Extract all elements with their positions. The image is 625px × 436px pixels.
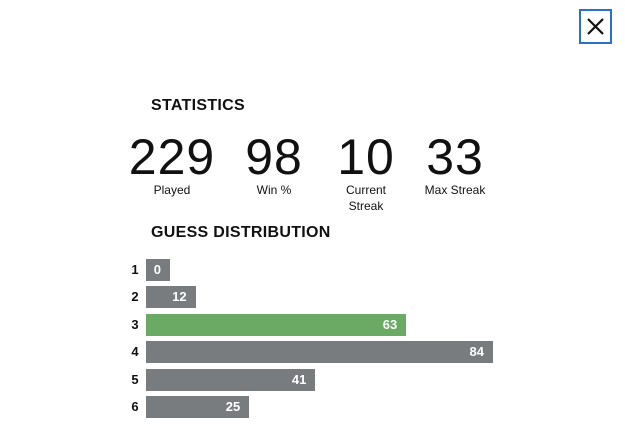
distribution-bar: 41: [146, 368, 316, 391]
stat-label: Win %: [256, 183, 292, 197]
stat-value: 98: [245, 129, 303, 185]
distribution-bar: 12: [146, 286, 196, 309]
stat-label: Current Streak: [345, 183, 386, 213]
stat: 229 Played: [127, 132, 217, 198]
stat: 10 Current Streak: [321, 132, 411, 214]
distribution-bar: 0: [146, 259, 170, 281]
statistics-title: STATISTICS: [151, 97, 245, 114]
stat: 98 Win %: [229, 132, 319, 198]
distribution-title: GUESS DISTRIBUTION: [151, 224, 331, 241]
stat-value: 33: [426, 129, 484, 185]
guess-number: 5: [131, 371, 139, 387]
guess-number: 6: [131, 399, 139, 414]
stat-label: Played: [153, 183, 191, 197]
stat: 33 Max Streak: [410, 132, 500, 198]
stat-value: 229: [128, 129, 216, 185]
stat-value: 10: [337, 129, 395, 185]
guess-number: 2: [131, 289, 139, 305]
guess-number: 1: [131, 262, 139, 277]
distribution-bar: 63: [146, 313, 407, 336]
distribution-bar: 84: [146, 341, 493, 364]
guess-number: 4: [131, 344, 139, 360]
stat-label: Max Streak: [424, 183, 486, 197]
guess-number: 3: [131, 316, 139, 332]
distribution-bar: 25: [146, 396, 250, 418]
close-button[interactable]: [579, 9, 612, 44]
